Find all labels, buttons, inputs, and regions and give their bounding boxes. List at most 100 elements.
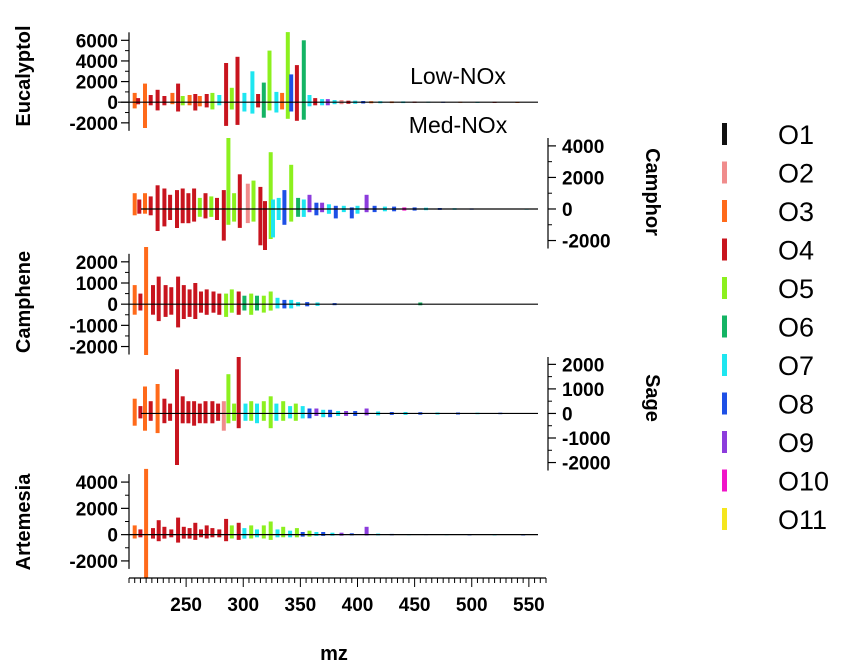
bar-o4-mz210 xyxy=(138,293,143,311)
bar-o4-mz237 xyxy=(169,529,174,538)
bar-o4-mz274 xyxy=(211,291,216,313)
bar-o7-mz364 xyxy=(314,532,319,536)
bar-o6-mz312 xyxy=(255,295,259,311)
bar-o4-mz231 xyxy=(162,398,167,424)
bar-o5-mz342 xyxy=(289,164,294,222)
y-tick-label: 0 xyxy=(562,200,573,221)
bar-o4-mz347 xyxy=(294,65,299,121)
x-tick-label: 250 xyxy=(170,595,202,616)
legend-item-o9: O9 xyxy=(722,428,814,458)
legend-item-o7: O7 xyxy=(722,351,814,381)
legend-swatch xyxy=(722,392,727,415)
y-tick-label: 2000 xyxy=(562,355,604,376)
legend-item-o11: O11 xyxy=(722,505,827,535)
bar-o4-mz247 xyxy=(180,396,185,424)
annotation-label: Med-NOx xyxy=(409,112,508,138)
y-tick-label: 0 xyxy=(107,526,118,547)
bar-o4-mz268 xyxy=(204,525,209,539)
bar-o3-mz215 xyxy=(144,468,149,578)
bar-o5-mz324 xyxy=(268,521,273,540)
bar-o5-mz292 xyxy=(232,403,237,421)
bar-o4-mz253 xyxy=(187,528,192,539)
legend-swatch xyxy=(722,123,727,145)
bar-o4-mz221 xyxy=(151,528,155,539)
y-tick-label: 2000 xyxy=(76,73,118,94)
bar-o9-mz364 xyxy=(314,408,319,416)
bar-o5-mz247 xyxy=(180,96,185,106)
bar-o5-mz290 xyxy=(229,525,234,539)
legend-swatch xyxy=(722,161,727,184)
y-axis-title-artemesia: Artemesia xyxy=(13,473,35,571)
bar-o5-mz292 xyxy=(232,193,237,222)
bar-o5-mz324 xyxy=(268,152,273,239)
legend-label: O11 xyxy=(778,505,827,535)
y-tick-label: 2000 xyxy=(562,168,604,189)
bar-o4-mz225 xyxy=(155,185,160,231)
bar-o5-mz287 xyxy=(226,374,231,424)
bar-o9-mz408 xyxy=(364,408,369,416)
x-tick-label: 550 xyxy=(513,595,545,616)
bar-o4-mz247 xyxy=(180,188,185,224)
y-tick-label: -2000 xyxy=(562,454,611,475)
y-tick-label: 1000 xyxy=(76,274,118,295)
bar-o4-mz268 xyxy=(204,289,209,315)
bar-o5-mz324 xyxy=(268,396,273,429)
bar-o4-mz236 xyxy=(168,194,173,220)
bar-o4-mz242 xyxy=(175,369,179,465)
bar-o4-mz219 xyxy=(148,401,153,421)
bar-o4-mz278 xyxy=(216,403,221,421)
bar-o3-mz215 xyxy=(144,247,149,355)
bar-o4-mz283 xyxy=(221,190,226,241)
bar-o7-mz330 xyxy=(275,297,280,309)
legend-item-o2: O2 xyxy=(722,159,814,189)
legend-item-o6: O6 xyxy=(722,313,814,343)
bar-o4-mz315 xyxy=(258,186,263,246)
bar-o5-mz318 xyxy=(261,525,266,539)
bar-o7-mz312 xyxy=(255,529,259,538)
bar-o4-mz296 xyxy=(236,522,241,540)
bar-o3-mz214 xyxy=(143,83,147,128)
bar-o5-mz262 xyxy=(197,197,202,217)
bar-o2-mz304 xyxy=(245,183,250,224)
bar-o7-mz308 xyxy=(250,71,255,114)
bar-o7-mz330 xyxy=(275,529,280,538)
bar-o9-mz369 xyxy=(320,202,325,213)
panel-artemesia: -2000 0 2000 4000 Artemesia xyxy=(13,468,538,578)
bar-o4-mz296 xyxy=(236,291,241,315)
y-tick-label: 4000 xyxy=(76,473,118,494)
bar-o4-mz267 xyxy=(203,193,208,219)
bar-o3-mz334 xyxy=(280,92,285,110)
bar-o4-mz243 xyxy=(176,83,181,112)
bar-o9-mz408 xyxy=(364,194,369,213)
bar-o4-mz295 xyxy=(235,56,240,125)
bar-o3-mz205 xyxy=(132,398,137,426)
legend-label: O7 xyxy=(778,351,814,381)
bar-o4-mz313 xyxy=(256,94,261,108)
y-tick-label: 2000 xyxy=(76,253,118,274)
legend-item-o5: O5 xyxy=(722,274,814,304)
bar-o6-mz301 xyxy=(242,295,247,311)
bar-o3-mz253 xyxy=(187,95,192,106)
x-tick-label: 350 xyxy=(285,595,317,616)
bar-o7-mz302 xyxy=(243,403,248,421)
bar-o4-mz231 xyxy=(162,96,167,106)
y-tick-label: 0 xyxy=(562,404,573,425)
bar-o3-mz205 xyxy=(132,285,137,315)
bar-o4-mz219 xyxy=(148,196,153,216)
bar-o8-mz381 xyxy=(333,205,338,219)
bar-o4-mz252 xyxy=(186,193,191,224)
y-tick-label: -1000 xyxy=(562,429,611,450)
bar-o5-mz347 xyxy=(294,528,299,538)
bar-o4-mz236 xyxy=(168,403,173,421)
x-tick-label: 300 xyxy=(227,595,259,616)
bar-o5-mz323 xyxy=(267,50,272,111)
bar-o9-mz358 xyxy=(307,194,312,213)
legend-swatch xyxy=(722,277,727,299)
legend-label: O9 xyxy=(778,428,814,458)
bar-o5-mz358 xyxy=(307,530,312,537)
bar-o4-mz279 xyxy=(217,529,222,538)
panel-sage: -2000 -1000 0 1000 2000 Sage xyxy=(132,355,663,475)
bar-o4-mz231 xyxy=(162,526,167,539)
x-tick-label: 450 xyxy=(399,595,431,616)
